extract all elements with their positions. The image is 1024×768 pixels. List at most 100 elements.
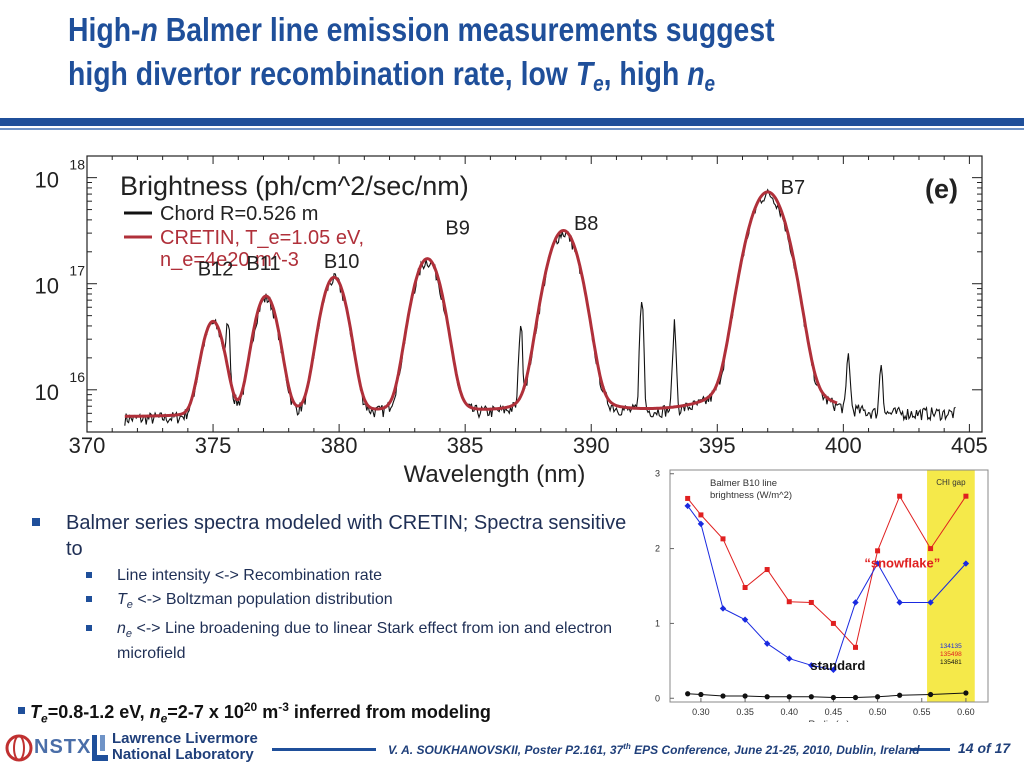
footer-citation: V. A. SOUKHANOVSKII, Poster P2.161, 37th…	[388, 742, 920, 757]
x-tick-label: 395	[699, 433, 736, 458]
footer-rule-left	[272, 748, 376, 751]
legend-label-measured: Chord R=0.526 m	[160, 203, 318, 225]
chi-gap-label: CHI gap	[936, 478, 966, 487]
marker-135481	[927, 691, 934, 698]
llnl-logo-text: Lawrence Livermore National Laboratory	[112, 730, 258, 763]
marker-135498	[786, 599, 792, 605]
line-label-b7: B7	[781, 177, 805, 199]
line-label-b8: B8	[574, 213, 598, 235]
marker-135498	[720, 536, 726, 542]
x-tick-label: 405	[951, 433, 988, 458]
slide-title: High-n Balmer line emission measurements…	[68, 8, 876, 96]
marker-135481	[808, 694, 814, 700]
bullet-square-icon	[32, 518, 40, 526]
bullet-square-icon	[86, 596, 92, 602]
line-label-b10: B10	[324, 251, 360, 273]
x-axis-label: Wavelength (nm)	[404, 461, 586, 488]
marker-135498	[698, 512, 704, 518]
line-label-b12: B12	[198, 258, 234, 280]
page-number: 14 of 17	[958, 740, 1011, 756]
nstx-logo-text: NSTX	[34, 736, 92, 758]
bullet-main: Balmer series spectra modeled with CRETI…	[30, 510, 630, 562]
b10-brightness-chart: CHI gap 0.30 0.35 0.40 0.45 0.50 0.55 0.60 R_div…	[640, 462, 1000, 722]
y-tick-exponent: 17	[69, 263, 85, 279]
inset-y-tick-label: 3	[655, 469, 660, 479]
nstx-logo-icon	[5, 734, 33, 762]
marker-135481	[897, 692, 903, 698]
cretin-model-line	[124, 190, 838, 418]
inset-x-tick-label: 0.35	[736, 707, 754, 717]
plot-frame	[86, 155, 983, 433]
x-tick-label: 400	[825, 433, 862, 458]
legend-label-model-2: n_e=4e20 m^-3	[160, 249, 299, 271]
result-bullet: Te=0.8-1.2 eV, ne=2-7 x 1020 m-3 inferre…	[18, 700, 491, 726]
inset-y-tick-label: 2	[655, 544, 660, 554]
inset-y-tick-label: 0	[655, 693, 660, 703]
marker-135481	[874, 694, 881, 700]
marker-135481	[963, 690, 969, 696]
shot-number: 135498	[940, 651, 962, 658]
marker-135498	[963, 493, 969, 499]
inset-y-tick-label: 1	[655, 618, 660, 628]
spectrum-chart: 370 375 380 385 390 395 400 405 Wavelength (nm) 1…	[35, 155, 988, 488]
marker-135481	[720, 693, 726, 699]
bullet-sub-2: Te <-> Boltzman population distribution	[30, 590, 630, 615]
inset-annotation: “snowflake”	[864, 555, 940, 570]
bullet-square-icon	[86, 572, 92, 578]
inset-x-tick-label: 0.40	[780, 707, 798, 717]
inset-x-tick-label: 0.50	[869, 707, 887, 717]
y-tick-label: 10	[35, 274, 59, 299]
marker-135481	[852, 694, 859, 701]
x-tick-label: 375	[195, 433, 232, 458]
inset-x-tick-label: 0.30	[692, 707, 710, 717]
marker-134135	[719, 605, 727, 612]
marker-135498	[928, 546, 934, 552]
title-rule-thin	[0, 128, 1024, 130]
bullet-sub-1: Line intensity <-> Recombination rate	[30, 566, 630, 586]
shot-number: 134135	[940, 643, 962, 650]
inset-annotation: standard	[810, 658, 865, 673]
chart-title: Brightness (ph/cm^2/sec/nm)	[120, 171, 469, 201]
bullet-square-icon	[18, 707, 25, 714]
marker-135498	[897, 493, 903, 499]
marker-135498	[830, 620, 836, 626]
line-label-b11: B11	[246, 253, 280, 275]
x-tick-label: 385	[447, 433, 484, 458]
legend-label-model: CRETIN, T_e=1.05 eV,	[160, 227, 364, 249]
x-tick-label: 380	[321, 433, 358, 458]
marker-135481	[685, 691, 691, 697]
inset-title: Balmer B10 line	[710, 478, 777, 489]
marker-135498	[853, 644, 858, 650]
title-line-1: High-n Balmer line emission measurements…	[68, 11, 775, 48]
panel-label: (e)	[925, 174, 958, 204]
inset-x-tick-label: 0.55	[913, 707, 931, 717]
shot-number: 135481	[940, 659, 962, 666]
y-tick-label: 10	[35, 168, 59, 193]
line-label-b9: B9	[445, 218, 469, 240]
marker-135481	[830, 694, 837, 701]
inset-x-axis-label: R_div (m)	[808, 719, 849, 722]
inset-x-tick-label: 0.45	[825, 707, 843, 717]
footer-rule-right	[910, 748, 950, 751]
marker-135498	[808, 599, 814, 605]
inset-title-2: brightness (W/m^2)	[710, 490, 792, 501]
marker-134135	[852, 599, 859, 606]
y-tick-exponent: 18	[69, 157, 85, 173]
bullet-list: Balmer series spectra modeled with CRETI…	[30, 510, 630, 668]
marker-135498	[875, 548, 881, 554]
inset-x-tick-label: 0.60	[957, 707, 975, 717]
marker-135481	[764, 694, 770, 700]
marker-135498	[685, 495, 691, 501]
marker-134135	[684, 502, 691, 510]
y-tick-label: 10	[35, 380, 59, 405]
marker-135498	[764, 567, 770, 573]
llnl-logo-icon	[92, 735, 108, 761]
marker-135481	[698, 691, 704, 698]
x-tick-label: 390	[573, 433, 610, 458]
y-tick-exponent: 16	[69, 369, 85, 385]
marker-135481	[786, 694, 792, 700]
title-rule	[0, 118, 1024, 126]
bullet-square-icon	[86, 625, 92, 632]
marker-135481	[742, 693, 748, 699]
chi-gap-region	[927, 470, 975, 702]
